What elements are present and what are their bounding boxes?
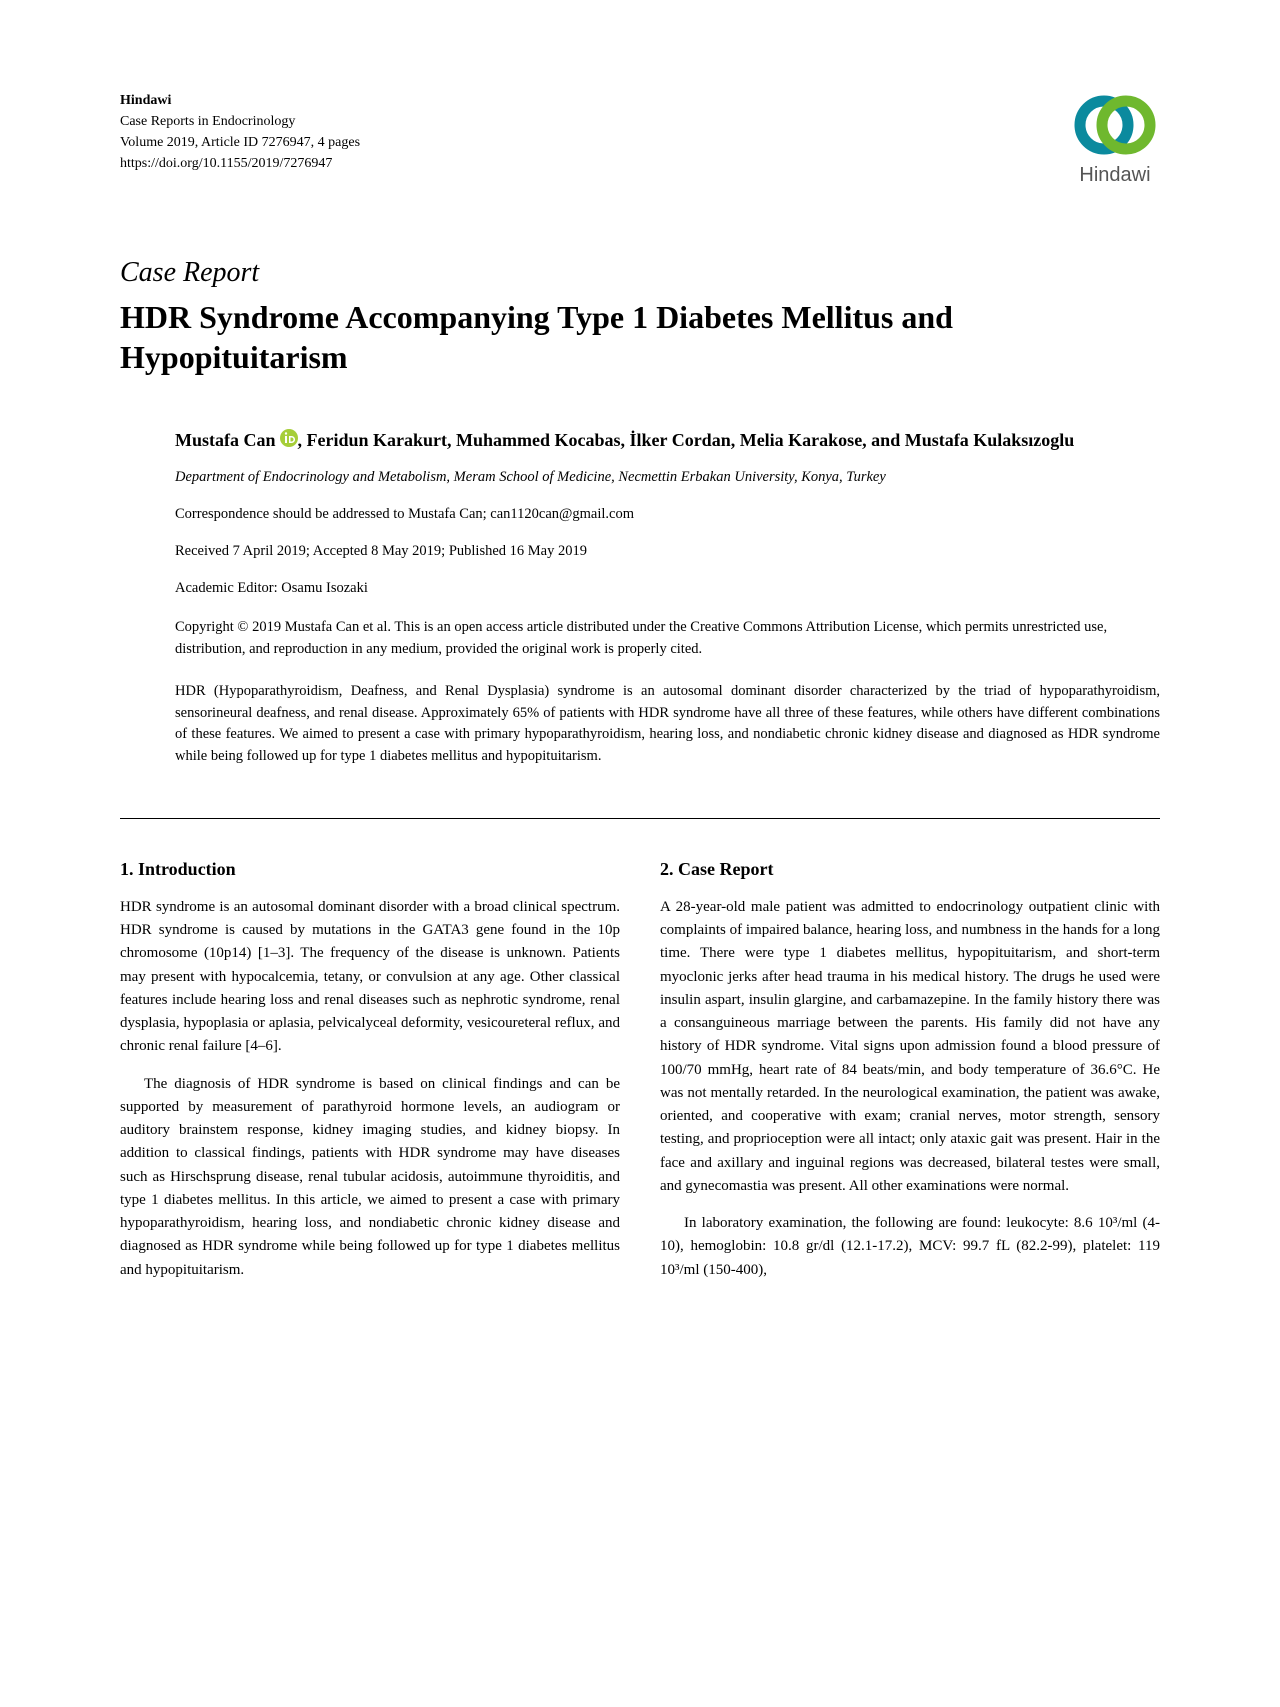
correspondence: Correspondence should be addressed to Mu… — [120, 506, 1160, 523]
article-type: Case Report — [120, 257, 1160, 289]
abstract: HDR (Hypoparathyroidism, Deafness, and R… — [120, 681, 1160, 768]
doi-link[interactable]: https://doi.org/10.1155/2019/7276947 — [120, 153, 360, 174]
publisher-logo: Hindawi — [1070, 90, 1160, 187]
left-column: 1. Introduction HDR syndrome is an autos… — [120, 859, 620, 1296]
intro-paragraph-1: HDR syndrome is an autosomal dominant di… — [120, 896, 620, 1059]
volume-line: Volume 2019, Article ID 7276947, 4 pages — [120, 132, 360, 153]
intro-paragraph-2: The diagnosis of HDR syndrome is based o… — [120, 1073, 620, 1282]
case-paragraph-1: A 28-year-old male patient was admitted … — [660, 896, 1160, 1198]
publication-dates: Received 7 April 2019; Accepted 8 May 20… — [120, 543, 1160, 560]
journal-name: Case Reports in Endocrinology — [120, 111, 360, 132]
header-row: Hindawi Case Reports in Endocrinology Vo… — [120, 90, 1160, 187]
academic-editor: Academic Editor: Osamu Isozaki — [120, 580, 1160, 597]
copyright-notice: Copyright © 2019 Mustafa Can et al. This… — [120, 617, 1160, 661]
author-first: Mustafa Can — [175, 430, 276, 450]
case-paragraph-2: In laboratory examination, the following… — [660, 1212, 1160, 1282]
right-column: 2. Case Report A 28-year-old male patien… — [660, 859, 1160, 1296]
authors-list: Mustafa Can , Feridun Karakurt, Muhammed … — [120, 427, 1160, 455]
logo-text: Hindawi — [1079, 164, 1150, 187]
affiliation: Department of Endocrinology and Metaboli… — [120, 469, 1160, 486]
body-columns: 1. Introduction HDR syndrome is an autos… — [120, 859, 1160, 1296]
intro-heading: 1. Introduction — [120, 859, 620, 880]
header-info: Hindawi Case Reports in Endocrinology Vo… — [120, 90, 360, 174]
orcid-icon[interactable] — [280, 428, 298, 455]
publisher-name: Hindawi — [120, 90, 360, 111]
article-title: HDR Syndrome Accompanying Type 1 Diabete… — [120, 297, 1160, 377]
section-divider — [120, 818, 1160, 819]
hindawi-logo-icon — [1070, 90, 1160, 160]
authors-rest: , Feridun Karakurt, Muhammed Kocabas, İl… — [298, 430, 1075, 450]
case-heading: 2. Case Report — [660, 859, 1160, 880]
